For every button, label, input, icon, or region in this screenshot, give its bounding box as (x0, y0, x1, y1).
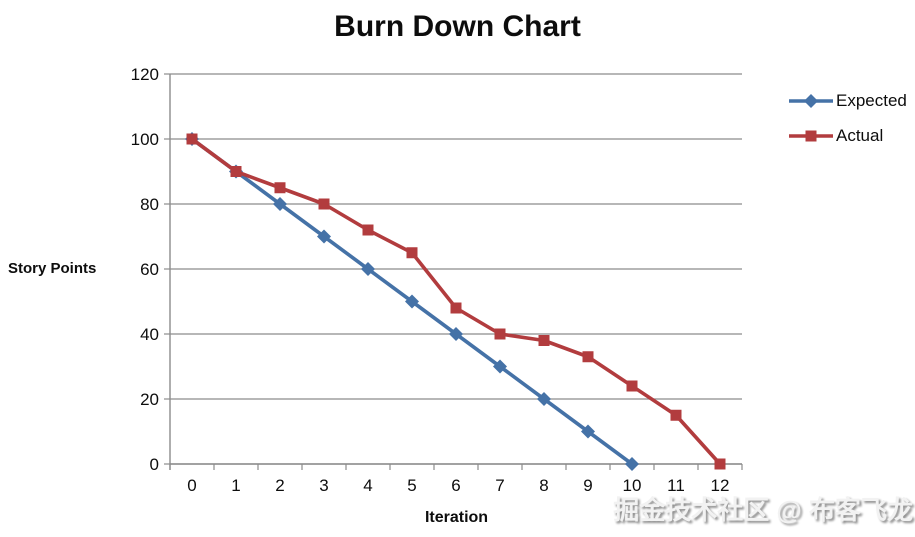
series-actual-point-4 (362, 224, 374, 236)
y-tick-label: 60 (140, 260, 159, 279)
legend-item-expected: Expected (788, 91, 907, 110)
x-axis-title: Iteration (424, 509, 489, 526)
square-marker-icon (789, 130, 833, 142)
series-expected-point-2 (273, 197, 287, 211)
x-tick-label: 2 (275, 476, 284, 495)
series-actual-point-0 (186, 133, 198, 145)
legend-label: Actual (836, 126, 884, 145)
x-tick-label: 10 (623, 476, 642, 495)
series-actual-point-12 (714, 458, 726, 470)
legend-item-actual: Actual (788, 126, 907, 145)
series-expected-point-6 (449, 327, 463, 341)
series-expected-point-5 (405, 294, 419, 309)
x-tick-label: 5 (407, 476, 416, 495)
series-actual-point-7 (494, 328, 506, 340)
chart-title: Burn Down Chart (334, 10, 581, 43)
series-actual-point-8 (538, 335, 550, 346)
series-actual-point-9 (582, 351, 594, 363)
x-tick-label: 1 (231, 476, 240, 495)
x-tick-label: 6 (451, 476, 460, 495)
y-tick-label: 80 (140, 195, 159, 214)
series-actual-point-1 (230, 166, 242, 177)
x-tick-label: 7 (495, 476, 504, 495)
y-tick-label: 20 (140, 390, 159, 409)
series-expected-point-3 (317, 229, 331, 244)
series-expected-point-7 (493, 359, 507, 374)
y-tick-label: 120 (131, 65, 159, 84)
series-actual-point-3 (318, 198, 330, 210)
x-tick-label: 3 (319, 476, 328, 495)
series-expected-point-10 (625, 457, 639, 471)
x-tick-label: 8 (539, 476, 548, 495)
series-actual-point-10 (626, 380, 638, 392)
x-tick-label: 9 (583, 476, 592, 495)
series-actual-point-5 (406, 247, 418, 259)
y-tick-label: 40 (140, 325, 159, 344)
legend: Expected Actual (788, 91, 907, 162)
x-tick-label: 4 (363, 476, 372, 495)
diamond-marker-icon (789, 94, 833, 108)
series-actual-point-6 (450, 302, 462, 314)
y-tick-label: 0 (150, 455, 159, 474)
series-expected-point-4 (361, 262, 375, 276)
series-actual-line (190, 137, 722, 466)
x-tick-label: 0 (187, 476, 196, 495)
x-tick-label: 11 (667, 476, 685, 495)
series-actual-point-2 (274, 182, 286, 194)
series-expected-point-8 (537, 392, 551, 406)
series-expected-point-9 (581, 424, 595, 439)
y-tick-label: 100 (131, 130, 159, 149)
legend-label: Expected (836, 91, 907, 110)
x-tick-label: 12 (711, 476, 730, 495)
y-axis-title: Story Points (8, 260, 97, 277)
series-actual-point-11 (670, 409, 682, 421)
